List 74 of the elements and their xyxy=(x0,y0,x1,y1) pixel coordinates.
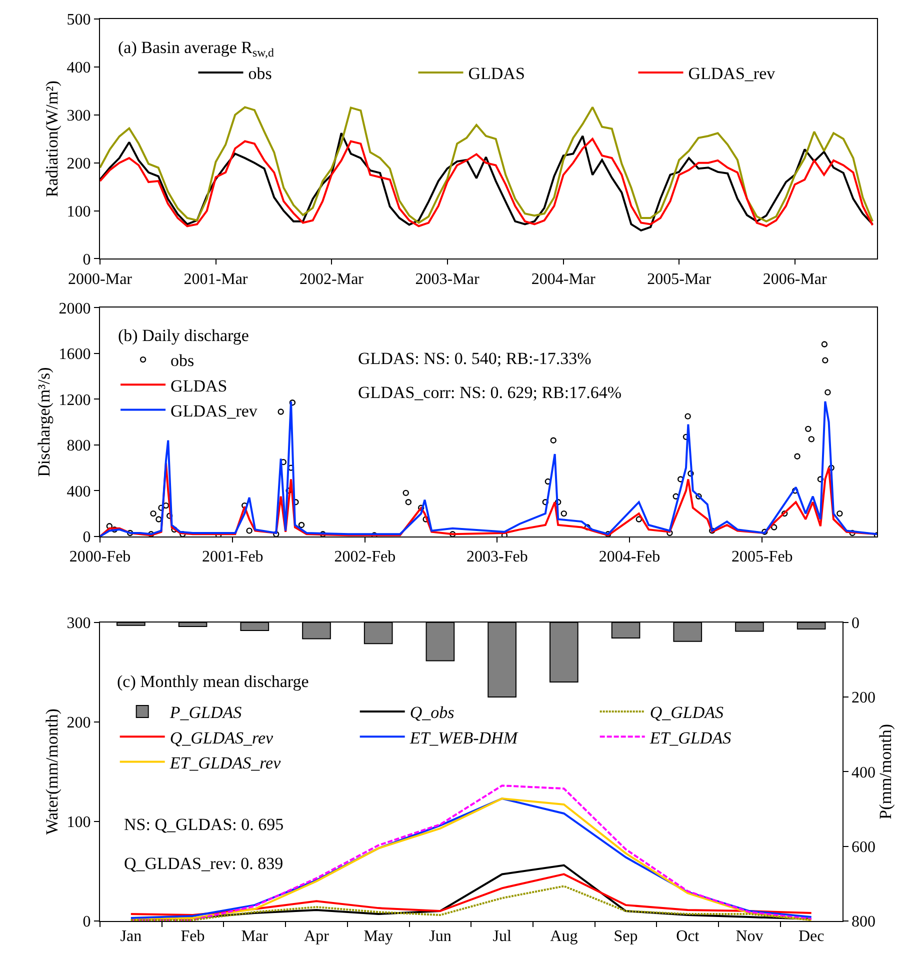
x-tick-label: 2006-Mar xyxy=(762,270,828,288)
x-tick-label: 2002-Feb xyxy=(334,548,396,566)
x-tick-label: Dec xyxy=(798,928,824,946)
legend-label: ET_GLDAS_rev xyxy=(168,753,282,772)
y-tick-label: 300 xyxy=(66,614,91,632)
y-tick-label: 0 xyxy=(82,529,91,546)
legend-label: obs xyxy=(170,351,194,370)
y-axis-title: Discharge(m³/s) xyxy=(34,367,54,477)
y-tick-label: 0 xyxy=(82,251,91,268)
y-tick-label: 1600 xyxy=(58,346,91,364)
x-tick-label: 2001-Feb xyxy=(202,548,264,566)
x-tick-label: Feb xyxy=(180,928,205,946)
x-tick-label: 2004-Mar xyxy=(531,270,596,288)
y-tick-label: 300 xyxy=(66,107,91,124)
y2-tick-label: 800 xyxy=(851,914,876,931)
legend-label: GLDAS_rev xyxy=(688,64,776,84)
y-tick-label: 200 xyxy=(66,714,91,732)
x-tick-label: Oct xyxy=(676,928,700,946)
y2-tick-label: 0 xyxy=(851,614,860,632)
legend-label: Q_GLDAS xyxy=(650,703,724,722)
x-tick-label: Sep xyxy=(614,928,638,946)
x-tick-label: 2003-Mar xyxy=(415,270,480,288)
x-tick-label: Jan xyxy=(120,928,142,946)
y2-tick-label: 400 xyxy=(851,764,876,782)
y-tick-label: 500 xyxy=(66,12,91,29)
legend-label: GLDAS xyxy=(170,376,228,396)
x-tick-label: 2000-Feb xyxy=(69,548,131,566)
annotation: GLDAS: NS: 0. 540; RB:-17.33% xyxy=(358,349,592,368)
annotation: Q_GLDAS_rev: 0. 839 xyxy=(124,854,284,873)
annotation: (b) Daily discharge xyxy=(118,326,249,345)
x-tick-label: Mar xyxy=(241,928,269,946)
y2-axis-title: P(mm/month) xyxy=(876,724,895,820)
legend-label: Q_GLDAS_rev xyxy=(170,728,274,748)
x-tick-label: Nov xyxy=(736,928,764,946)
x-tick-label: 2003-Feb xyxy=(466,548,528,566)
x-tick-label: Apr xyxy=(304,928,330,946)
annotation: NS: Q_GLDAS: 0. 695 xyxy=(124,815,284,834)
x-tick-label: Jul xyxy=(492,928,512,946)
legend-label: GLDAS xyxy=(468,64,525,84)
y-tick-label: 100 xyxy=(66,203,91,220)
x-tick-label: 2005-Mar xyxy=(647,270,712,288)
legend-label: ET_GLDAS xyxy=(648,728,732,748)
annotation: (c) Monthly mean discharge xyxy=(117,672,309,691)
legend-label: P_GLDAS xyxy=(168,703,242,722)
y-tick-label: 400 xyxy=(66,60,91,77)
y-tick-label: 0 xyxy=(82,914,91,931)
line-series xyxy=(100,106,874,224)
x-tick-label: 2004-Feb xyxy=(598,548,660,566)
annotation: GLDAS_corr: NS: 0. 629; RB:17.64% xyxy=(358,383,622,402)
x-tick-label: Jun xyxy=(429,928,452,946)
y2-tick-label: 600 xyxy=(851,838,876,856)
legend-label: GLDAS_rev xyxy=(170,401,258,420)
y-axis-title: Water(mm/month) xyxy=(42,708,62,835)
x-tick-label: 2000-Mar xyxy=(68,270,133,288)
line-series xyxy=(130,885,812,921)
x-tick-label: 2001-Mar xyxy=(184,270,248,288)
y-tick-label: 1200 xyxy=(58,392,91,409)
y2-tick-label: 200 xyxy=(851,690,876,707)
y-tick-label: 2000 xyxy=(58,300,91,318)
x-tick-label: Aug xyxy=(550,928,578,946)
line-series xyxy=(100,400,877,536)
legend-label: obs xyxy=(248,64,272,84)
x-tick-label: May xyxy=(364,928,394,946)
y-axis-title: Radiation(W/m²) xyxy=(42,80,62,198)
annotation: (a) Basin average R$_{sw,d}$ xyxy=(118,38,274,60)
legend-label: ET_WEB-DHM xyxy=(408,728,518,748)
y-tick-label: 200 xyxy=(66,155,91,172)
y-tick-label: 400 xyxy=(66,483,91,500)
x-tick-label: 2005-Feb xyxy=(731,548,793,566)
y-tick-label: 100 xyxy=(66,814,91,832)
y-tick-label: 800 xyxy=(66,438,91,455)
x-tick-label: 2002-Mar xyxy=(300,270,364,288)
legend-label: Q_obs xyxy=(410,703,455,722)
line-series xyxy=(130,873,812,916)
